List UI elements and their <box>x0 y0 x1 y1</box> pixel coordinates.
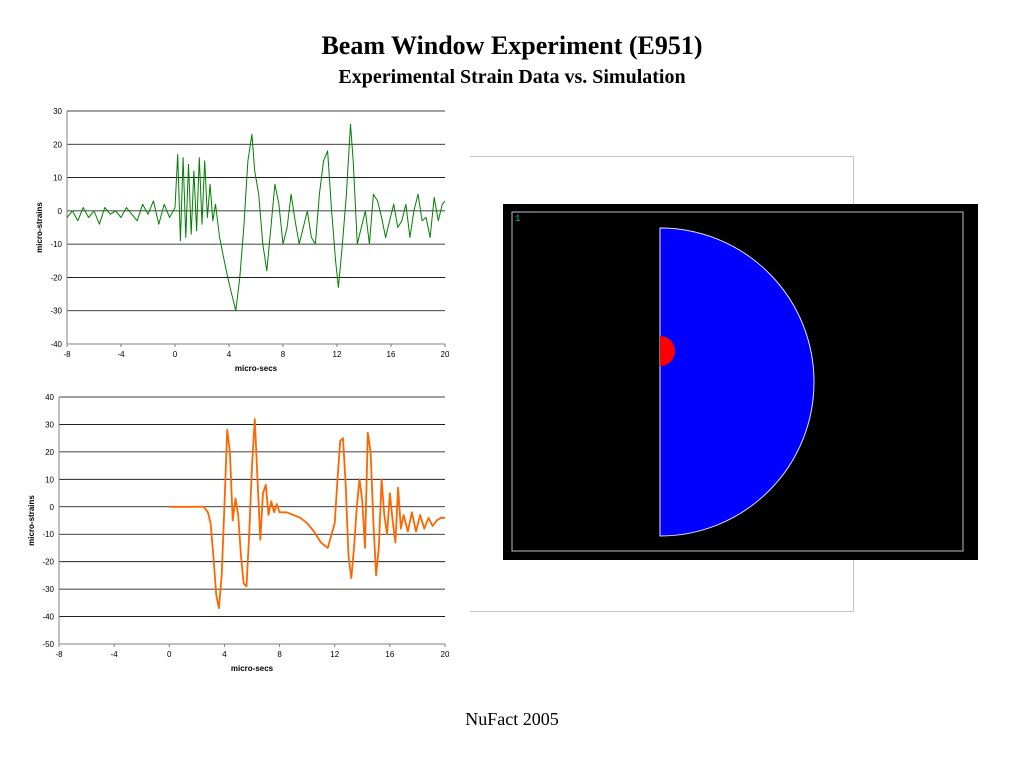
data-series-line <box>169 418 445 610</box>
y-tick-label: 40 <box>45 393 54 402</box>
x-tick-label: 20 <box>441 650 450 659</box>
y-tick-label: 20 <box>53 140 62 149</box>
simulation-view: 1 <box>503 204 978 560</box>
simulation-frame-label: 1 <box>515 214 520 224</box>
x-tick-label: -4 <box>117 350 125 359</box>
x-tick-label: 8 <box>281 350 286 359</box>
y-tick-label: 20 <box>45 448 54 457</box>
y-tick-label: 0 <box>58 207 63 216</box>
y-tick-label: 30 <box>45 420 54 429</box>
x-tick-label: -8 <box>55 650 63 659</box>
beam-window-shape <box>659 227 815 537</box>
x-tick-label: 12 <box>330 650 339 659</box>
x-tick-label: 0 <box>167 650 172 659</box>
footer-text: NuFact 2005 <box>465 709 559 729</box>
x-axis-label: micro-secs <box>235 364 278 373</box>
page-title: Beam Window Experiment (E951) <box>321 31 703 60</box>
x-tick-label: 20 <box>441 350 450 359</box>
y-tick-label: -40 <box>50 340 62 349</box>
y-tick-label: -20 <box>50 273 62 282</box>
y-tick-label: -10 <box>50 240 62 249</box>
y-tick-label: -40 <box>42 613 54 622</box>
y-tick-label: 0 <box>50 503 55 512</box>
x-tick-label: 16 <box>387 350 396 359</box>
x-axis-label: micro-secs <box>231 664 274 673</box>
y-tick-label: -20 <box>42 558 54 567</box>
y-tick-label: -50 <box>42 640 54 649</box>
y-tick-label: 30 <box>53 107 62 116</box>
y-tick-label: 10 <box>53 174 62 183</box>
x-tick-label: 4 <box>222 650 227 659</box>
x-tick-label: 16 <box>385 650 394 659</box>
x-tick-label: 0 <box>173 350 178 359</box>
x-tick-label: -4 <box>111 650 119 659</box>
data-series-line <box>66 123 446 312</box>
beam-spot-shape <box>660 336 675 366</box>
x-tick-label: -8 <box>63 350 71 359</box>
x-tick-label: 8 <box>277 650 282 659</box>
y-tick-label: -30 <box>42 585 54 594</box>
y-axis-label: micro-strains <box>27 495 36 546</box>
x-tick-label: 4 <box>227 350 232 359</box>
simulation-border <box>511 211 964 552</box>
x-tick-label: 12 <box>333 350 342 359</box>
y-axis-label: micro-strains <box>35 202 44 253</box>
y-tick-label: -30 <box>50 307 62 316</box>
y-tick-label: 10 <box>45 475 54 484</box>
page-subtitle: Experimental Strain Data vs. Simulation <box>338 66 686 88</box>
y-tick-label: -10 <box>42 530 54 539</box>
